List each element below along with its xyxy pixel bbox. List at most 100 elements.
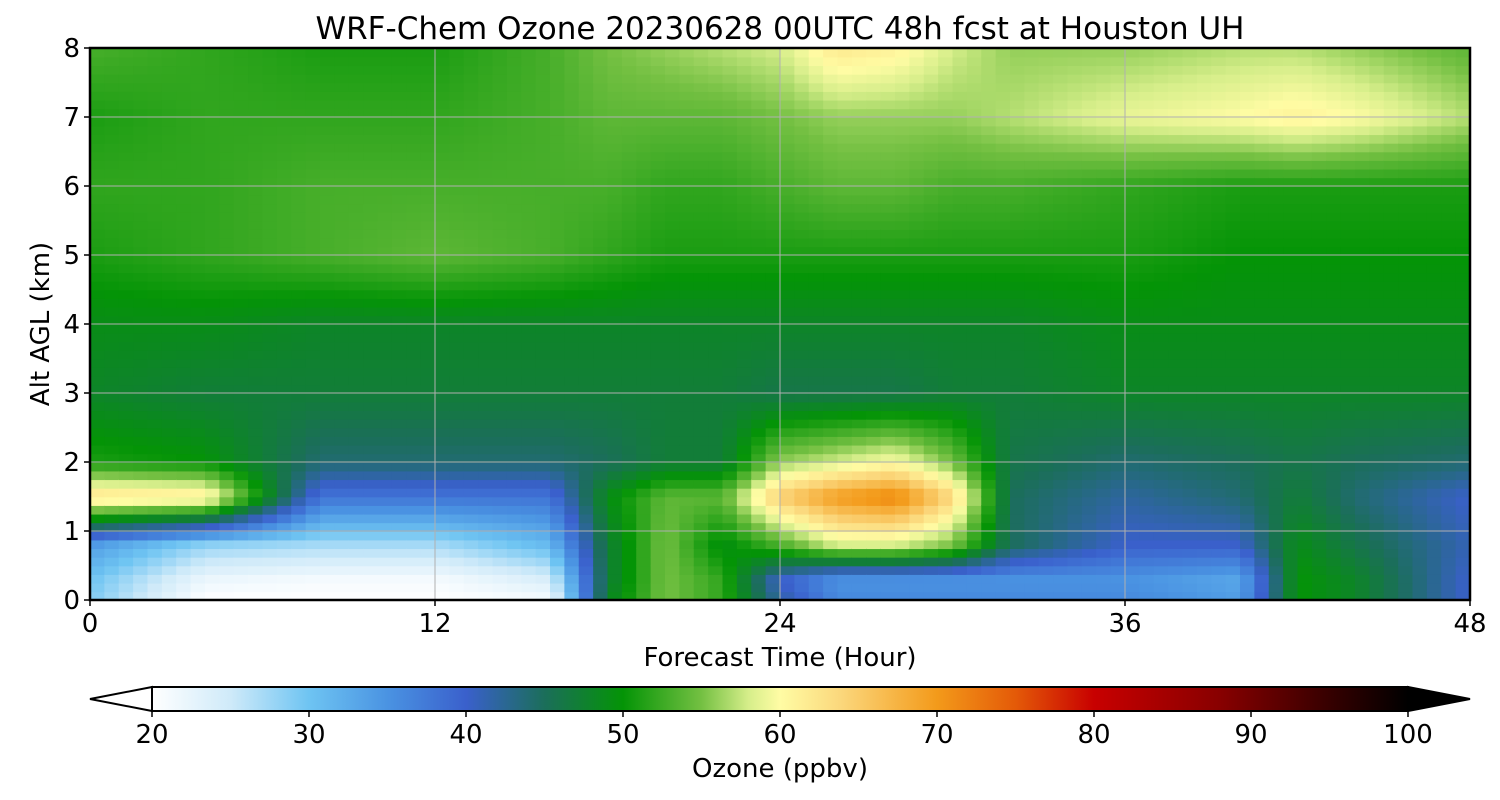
heatmap-cell [248, 263, 264, 274]
heatmap-cell [851, 117, 868, 127]
heatmap-cell [118, 324, 134, 334]
heatmap-cell [736, 427, 753, 437]
heatmap-cell [1110, 375, 1126, 386]
heatmap-cell [722, 229, 738, 239]
heatmap-cell [90, 556, 106, 567]
heatmap-cell [219, 513, 235, 524]
heatmap-cell [1182, 220, 1198, 230]
heatmap-cell [938, 99, 954, 110]
heatmap-cell [1196, 229, 1213, 239]
heatmap-cell [233, 487, 249, 498]
heatmap-cell [219, 117, 235, 127]
heatmap-cell [665, 470, 681, 481]
heatmap-cell [406, 487, 422, 498]
heatmap-cell [262, 56, 278, 67]
heatmap-cell [305, 177, 321, 187]
heatmap-cell [161, 142, 178, 153]
heatmap-cell [276, 453, 293, 463]
heatmap-cell [1196, 436, 1213, 446]
heatmap-cell [693, 65, 709, 75]
heatmap-cell [636, 462, 652, 472]
heatmap-cell [866, 427, 882, 437]
heatmap-cell [334, 324, 350, 334]
heatmap-cell [722, 211, 738, 222]
heatmap-cell [133, 151, 149, 161]
heatmap-cell [621, 168, 638, 179]
heatmap-cell [161, 160, 178, 170]
heatmap-cell [348, 531, 364, 541]
heatmap-cell [823, 513, 839, 524]
heatmap-cell [650, 142, 666, 153]
heatmap-cell [205, 384, 221, 394]
heatmap-cell [650, 556, 666, 567]
heatmap-cell [377, 220, 393, 230]
heatmap-cell [981, 272, 997, 282]
heatmap-cell [895, 298, 911, 308]
heatmap-cell [564, 177, 580, 187]
heatmap-cell [1010, 565, 1026, 575]
heatmap-cell [334, 255, 350, 265]
heatmap-cell [851, 341, 868, 351]
heatmap-cell [1067, 393, 1083, 403]
heatmap-cell [1081, 479, 1098, 489]
heatmap-cell [636, 56, 652, 67]
heatmap-cell [665, 229, 681, 239]
heatmap-cell [880, 289, 896, 299]
heatmap-cell [420, 315, 436, 325]
heatmap-cell [1081, 186, 1098, 196]
heatmap-cell [593, 65, 609, 75]
heatmap-cell [736, 298, 753, 308]
heatmap-cell [895, 211, 911, 222]
heatmap-cell [161, 505, 178, 515]
heatmap-cell [909, 48, 925, 58]
heatmap-cell [1081, 401, 1098, 412]
heatmap-cell [736, 125, 753, 136]
heatmap-cell [693, 298, 709, 308]
heatmap-cell [981, 582, 997, 593]
heatmap-cell [938, 151, 954, 161]
heatmap-cell [1125, 401, 1141, 412]
heatmap-cell [449, 280, 465, 291]
heatmap-cell [593, 582, 609, 593]
heatmap-cell [621, 565, 638, 575]
heatmap-cell [1096, 99, 1112, 110]
heatmap-cell [607, 177, 623, 187]
heatmap-cell [161, 211, 178, 222]
heatmap-cell [1139, 470, 1155, 481]
heatmap-cell [176, 410, 192, 420]
heatmap-cell [1153, 332, 1169, 343]
heatmap-cell [291, 117, 307, 127]
heatmap-cell [492, 332, 508, 343]
heatmap-cell [851, 444, 868, 455]
heatmap-cell [377, 332, 393, 343]
heatmap-cell [449, 531, 465, 541]
heatmap-cell [233, 539, 249, 550]
heatmap-cell [104, 453, 120, 463]
heatmap-cell [923, 211, 939, 222]
heatmap-cell [866, 591, 882, 600]
heatmap-cell [147, 358, 163, 368]
heatmap-cell [406, 211, 422, 222]
heatmap-cell [564, 203, 580, 213]
heatmap-cell [780, 194, 796, 205]
heatmap-cell [262, 99, 278, 110]
heatmap-cell [1196, 186, 1213, 196]
heatmap-cell [233, 565, 249, 575]
heatmap-cell [851, 496, 868, 506]
heatmap-cell [248, 117, 264, 127]
heatmap-cell [1081, 160, 1098, 170]
heatmap-cell [1024, 315, 1040, 325]
heatmap-cell [981, 255, 997, 265]
heatmap-cell [621, 436, 638, 446]
heatmap-cell [621, 496, 638, 506]
heatmap-cell [794, 160, 810, 170]
heatmap-cell [521, 211, 537, 222]
heatmap-cell [104, 255, 120, 265]
heatmap-cell [794, 384, 810, 394]
heatmap-cell [478, 418, 494, 429]
heatmap-cell [1038, 375, 1054, 386]
heatmap-cell [205, 306, 221, 317]
heatmap-cell [1110, 384, 1126, 394]
heatmap-cell [981, 427, 997, 437]
heatmap-cell [363, 82, 379, 92]
